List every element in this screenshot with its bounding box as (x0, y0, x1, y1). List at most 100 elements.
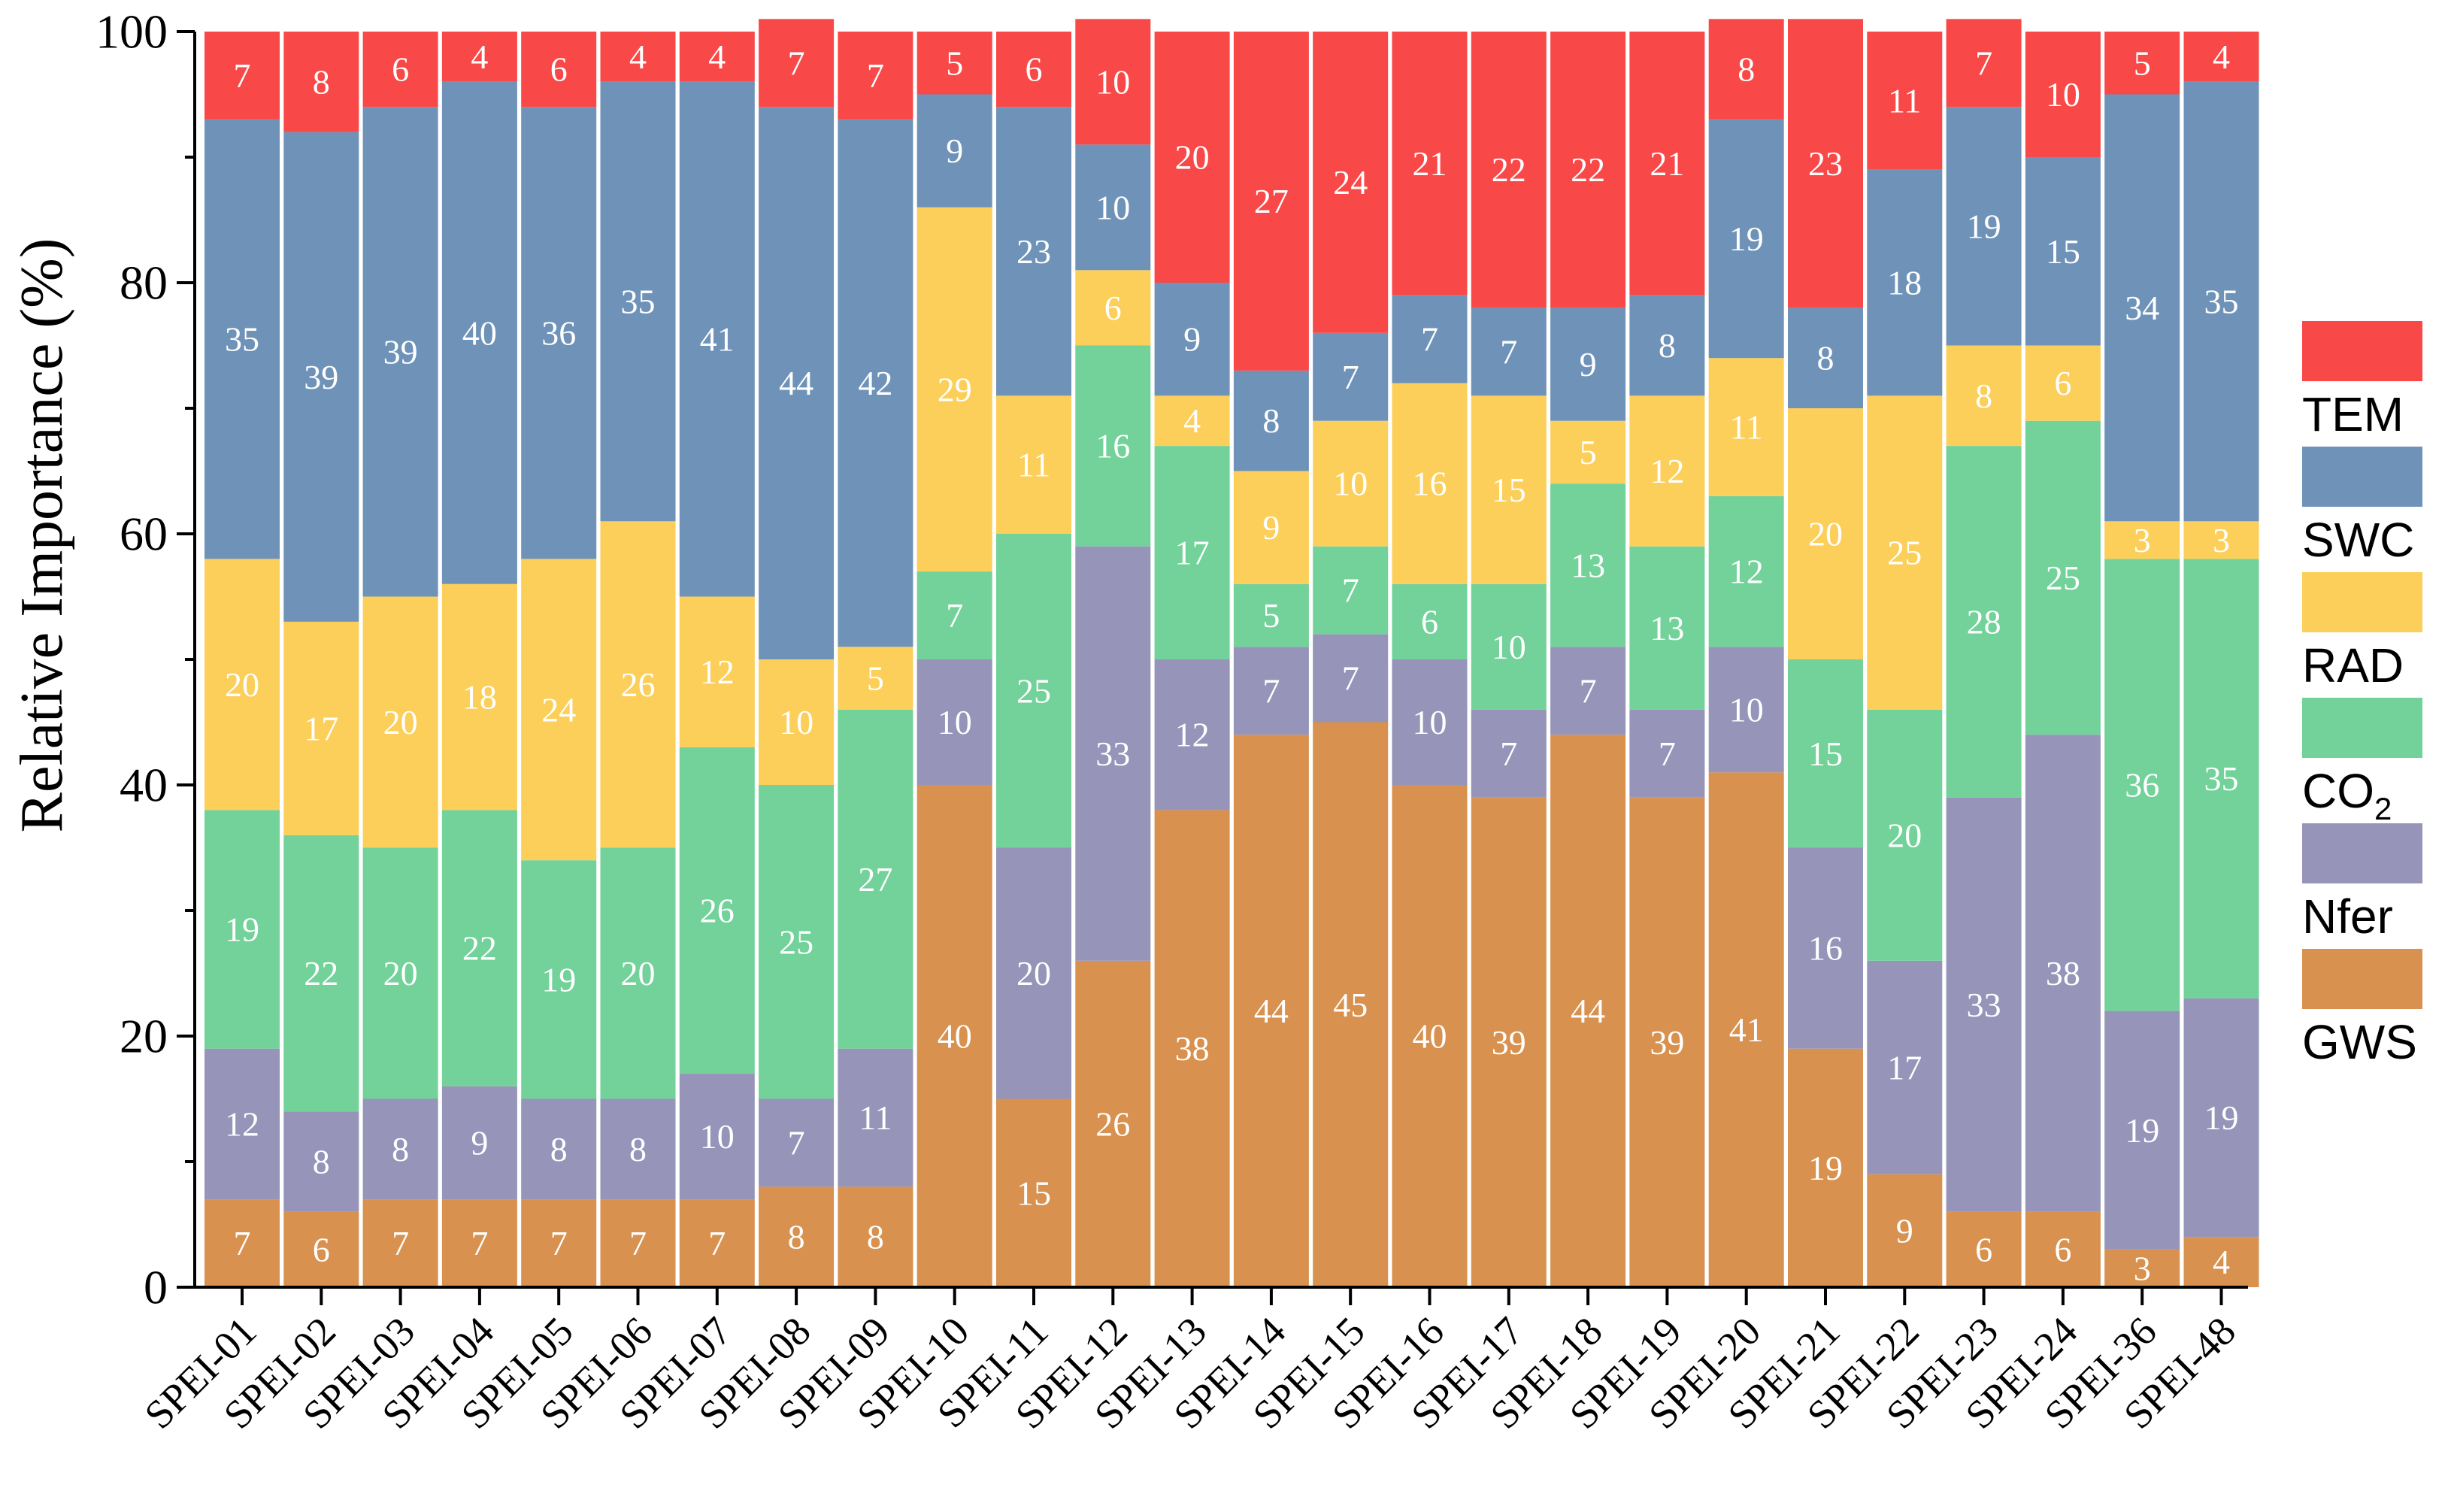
bar-segment-nfer-spei-09 (838, 1048, 913, 1187)
bar-segment-gws-spei-20 (1708, 772, 1784, 1287)
data-label-tem-spei-21: 23 (1808, 144, 1843, 183)
bar-segment-swc-spei-08 (759, 107, 835, 659)
bar-segment-swc-spei-09 (838, 119, 913, 647)
data-label-co2-spei-09: 27 (858, 860, 892, 898)
data-label-rad-spei-22: 25 (1887, 534, 1922, 572)
bar-segment-rad-spei-07 (679, 596, 755, 747)
data-label-rad-spei-09: 5 (867, 659, 884, 698)
data-label-swc-spei-09: 42 (858, 364, 892, 402)
legend-label-gws: GWS (2302, 1015, 2417, 1069)
data-label-swc-spei-02: 39 (304, 358, 338, 396)
bar-segment-rad-spei-12 (1075, 270, 1151, 346)
legend-label-co2: CO2 (2302, 764, 2392, 826)
data-label-gws-spei-03: 7 (392, 1224, 409, 1262)
bar-segment-tem-spei-03 (362, 32, 438, 108)
data-label-nfer-spei-04: 9 (471, 1123, 488, 1162)
data-label-tem-spei-10: 5 (946, 44, 963, 82)
bar-segment-rad-spei-10 (916, 207, 992, 572)
bar-segment-swc-spei-21 (1788, 308, 1863, 408)
data-label-rad-spei-03: 20 (383, 703, 418, 741)
legend-swatch-nfer (2302, 823, 2422, 883)
bar-segment-nfer-spei-20 (1708, 647, 1784, 773)
bar-segment-co2-spei-08 (759, 785, 835, 1099)
bar-segment-swc-spei-48 (2183, 81, 2259, 522)
bar-segment-nfer-spei-19 (1629, 709, 1705, 798)
data-label-co2-spei-06: 20 (621, 954, 656, 992)
data-label-swc-spei-36: 34 (2125, 289, 2159, 327)
bar-segment-rad-spei-05 (521, 559, 597, 861)
bar-segment-swc-spei-16 (1392, 295, 1468, 383)
data-label-swc-spei-48: 35 (2204, 283, 2239, 321)
bar-segment-rad-spei-48 (2183, 521, 2259, 559)
bar-segment-tem-spei-05 (521, 32, 597, 108)
bar-segment-nfer-spei-03 (362, 1098, 438, 1200)
bar-segment-swc-spei-10 (916, 94, 992, 208)
data-label-rad-spei-36: 3 (2134, 521, 2151, 559)
bar-segment-co2-spei-19 (1629, 546, 1705, 710)
data-label-gws-spei-21: 19 (1808, 1149, 1843, 1187)
bar-segment-tem-spei-11 (996, 32, 1071, 108)
data-label-co2-spei-11: 25 (1016, 671, 1051, 710)
data-label-co2-spei-15: 7 (1342, 571, 1359, 610)
data-label-nfer-spei-18: 7 (1580, 671, 1597, 710)
data-label-nfer-spei-15: 7 (1342, 659, 1359, 698)
data-label-gws-spei-05: 7 (550, 1224, 568, 1262)
data-label-rad-spei-15: 10 (1333, 465, 1368, 503)
data-label-gws-spei-48: 4 (2213, 1243, 2230, 1281)
bar-segment-swc-spei-17 (1471, 308, 1547, 396)
data-label-gws-spei-07: 7 (708, 1224, 726, 1262)
bar-segment-gws-spei-19 (1629, 797, 1705, 1287)
bar-segment-co2-spei-05 (521, 860, 597, 1099)
data-label-rad-spei-23: 8 (1975, 377, 1992, 415)
data-label-tem-spei-14: 27 (1254, 182, 1289, 220)
bar-segment-co2-spei-22 (1867, 709, 1943, 961)
bar-segment-rad-spei-22 (1867, 395, 1943, 710)
bar-segment-gws-spei-02 (283, 1211, 359, 1287)
data-label-co2-spei-48: 35 (2204, 759, 2239, 798)
data-label-rad-spei-12: 6 (1104, 289, 1122, 327)
bar-segment-co2-spei-17 (1471, 583, 1547, 710)
data-label-swc-spei-14: 8 (1262, 401, 1280, 440)
data-label-gws-spei-17: 39 (1492, 1023, 1526, 1062)
bar-segment-tem-spei-16 (1392, 32, 1468, 295)
bar-segment-tem-spei-17 (1471, 32, 1547, 308)
data-label-tem-spei-22: 11 (1888, 81, 1921, 120)
data-label-rad-spei-11: 11 (1017, 446, 1050, 484)
data-label-nfer-spei-08: 7 (788, 1123, 805, 1162)
bar-segment-tem-spei-22 (1867, 32, 1943, 170)
data-label-co2-spei-24: 25 (2046, 559, 2080, 597)
bar-segment-tem-spei-08 (759, 19, 835, 108)
bar-segment-gws-spei-08 (759, 1186, 835, 1287)
data-label-gws-spei-23: 6 (1975, 1230, 1992, 1268)
data-label-tem-spei-05: 6 (550, 50, 568, 89)
bar-segment-rad-spei-01 (205, 559, 280, 811)
bar-segment-swc-spei-07 (679, 81, 755, 597)
bar-segment-gws-spei-48 (2183, 1237, 2259, 1287)
bar-segment-rad-spei-19 (1629, 395, 1705, 547)
data-label-rad-spei-01: 20 (225, 665, 259, 704)
data-label-tem-spei-04: 4 (471, 38, 488, 76)
bar-segment-swc-spei-20 (1708, 119, 1784, 359)
data-label-gws-spei-18: 44 (1571, 992, 1605, 1030)
bar-segment-swc-spei-02 (283, 132, 359, 622)
data-label-rad-spei-19: 12 (1650, 452, 1684, 490)
data-label-tem-spei-13: 20 (1175, 138, 1210, 177)
data-label-tem-spei-16: 21 (1413, 144, 1447, 183)
bar-segment-nfer-spei-02 (283, 1111, 359, 1212)
bar-segment-nfer-spei-24 (2025, 735, 2101, 1212)
data-label-gws-spei-22: 9 (1896, 1211, 1913, 1250)
legend-swatch-swc (2302, 447, 2422, 507)
bar-segment-rad-spei-09 (838, 647, 913, 710)
data-label-nfer-spei-19: 7 (1659, 735, 1676, 773)
data-label-gws-spei-19: 39 (1650, 1023, 1684, 1062)
data-label-swc-spei-13: 9 (1183, 320, 1201, 359)
data-label-swc-spei-15: 7 (1342, 358, 1359, 396)
data-label-rad-spei-21: 20 (1808, 515, 1843, 553)
data-label-gws-spei-15: 45 (1333, 986, 1368, 1024)
data-label-rad-spei-13: 4 (1183, 401, 1201, 440)
bar-segment-gws-spei-14 (1233, 735, 1309, 1287)
data-label-nfer-spei-05: 8 (550, 1130, 568, 1168)
data-label-tem-spei-18: 22 (1571, 150, 1605, 189)
bar-segment-tem-spei-23 (1946, 19, 2022, 108)
data-label-nfer-spei-17: 7 (1500, 735, 1517, 773)
